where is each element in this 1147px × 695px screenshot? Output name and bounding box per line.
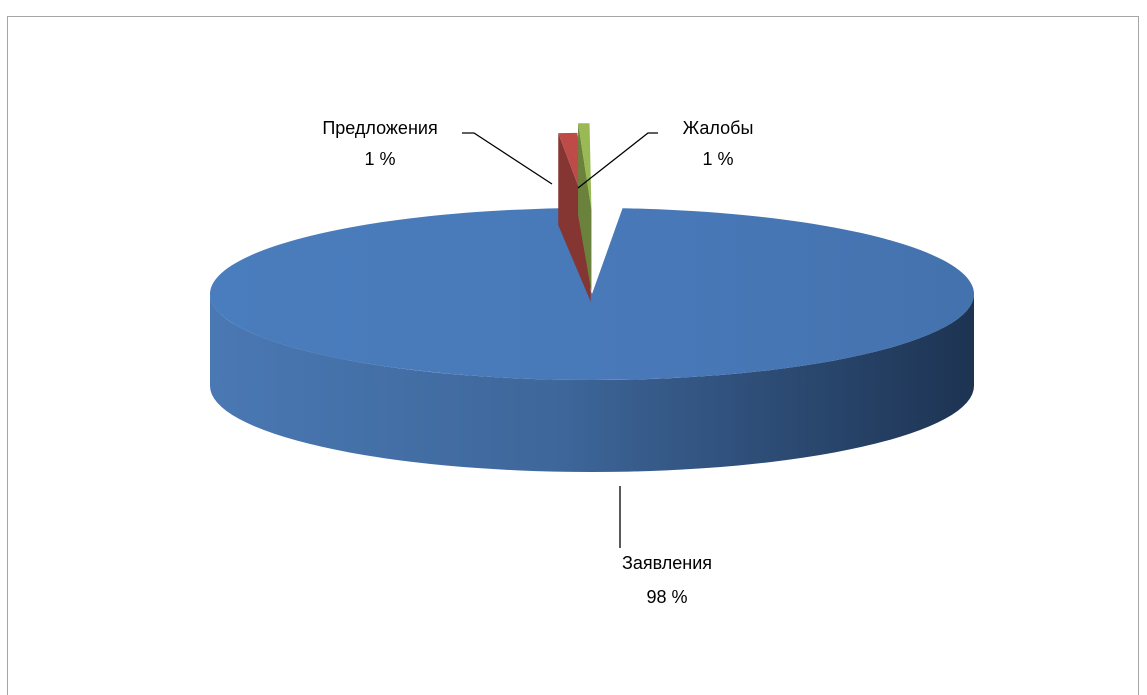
leader-line-1 bbox=[462, 132, 553, 185]
slice-label-value-0: 98 % bbox=[646, 587, 687, 607]
slice-label-value-1: 1 % bbox=[364, 149, 395, 169]
slice-label-value-2: 1 % bbox=[702, 149, 733, 169]
slice-label-name-2: Жалобы bbox=[683, 118, 754, 138]
pie-slice-2 bbox=[578, 123, 592, 293]
slice-label-name-1: Предложения bbox=[322, 118, 437, 138]
slice-label-name-0: Заявления bbox=[622, 553, 712, 573]
pie-slice-0 bbox=[209, 208, 974, 472]
leader-line-2 bbox=[577, 132, 658, 189]
